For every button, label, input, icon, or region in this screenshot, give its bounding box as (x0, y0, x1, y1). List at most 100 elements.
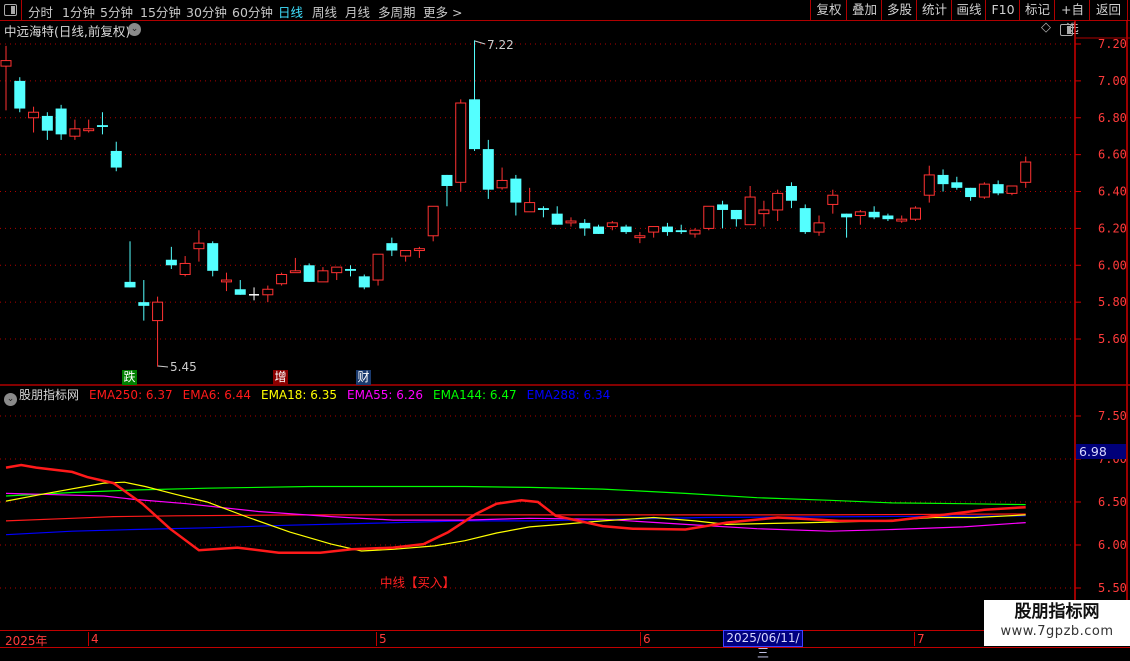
candle-body-up (648, 226, 660, 233)
candle (965, 187, 977, 201)
candle-body-up (827, 194, 839, 205)
back-button[interactable]: 返回 (1089, 0, 1128, 20)
indicator-tick-label: 7.50 (1098, 409, 1127, 423)
chevron-down-icon[interactable]: ⌄ (128, 23, 141, 36)
candle-body-down (234, 289, 246, 295)
candle-body-up (524, 202, 536, 213)
candle-body-up (896, 218, 908, 222)
indicator-tick-label: 6.50 (1098, 495, 1127, 509)
date-label-may: 5 (376, 632, 387, 646)
period-tab-5min[interactable]: 5分钟 (100, 5, 133, 20)
candle-body-down (661, 226, 673, 233)
period-tab-30min[interactable]: 30分钟 (186, 5, 227, 20)
period-tab-60min[interactable]: 60分钟 (232, 5, 273, 20)
candlesticks (0, 40, 1032, 367)
candle (606, 221, 618, 231)
statistics-button[interactable]: 统计 (916, 0, 952, 20)
candle (785, 182, 797, 209)
period-tab-daily[interactable]: 日线 (278, 5, 304, 20)
candle (110, 141, 122, 172)
candle-body-up (289, 270, 301, 274)
legend-ema6: EMA6: 6.44 (182, 388, 251, 402)
low-annotation: 5.45 (157, 360, 197, 374)
line-ema55 (5, 492, 1026, 532)
marker-fall[interactable]: 跌 (122, 370, 137, 385)
period-tab-15min[interactable]: 15分钟 (140, 5, 181, 20)
period-tab-1min[interactable]: 1分钟 (62, 5, 95, 20)
period-tab-more[interactable]: 更多 > (423, 5, 463, 20)
candle-body-down (620, 226, 632, 233)
period-tab-weekly[interactable]: 周线 (312, 5, 338, 20)
period-tab-multi[interactable]: 多周期 (378, 5, 416, 20)
draw-line-button[interactable]: 画线 (951, 0, 986, 20)
indicator-tick-label: 6.00 (1098, 538, 1127, 552)
period-tab-fenshi[interactable]: 分时 (28, 5, 54, 20)
price-tick-label: 6.60 (1098, 148, 1127, 162)
legend-ema288: EMA288: 6.34 (526, 388, 611, 402)
candle-body-up (703, 205, 715, 229)
candle (358, 274, 370, 290)
line-ema288 (5, 515, 1026, 536)
period-tab-monthly[interactable]: 月线 (345, 5, 371, 20)
candle-body-up (372, 253, 384, 281)
mark-button[interactable]: 标记 (1019, 0, 1055, 20)
candle-body-down (717, 204, 729, 210)
candle-body-down (358, 276, 370, 288)
diamond-icon[interactable]: ◇ (1041, 20, 1051, 35)
high-arrow (474, 40, 486, 45)
candle (772, 189, 784, 222)
price-tick-label: 5.60 (1098, 332, 1127, 346)
candle-body-up (813, 222, 825, 233)
candle (427, 205, 439, 242)
multi-stock-button[interactable]: 多股 (881, 0, 917, 20)
candle (413, 246, 425, 258)
candle (234, 280, 246, 295)
marker-finance[interactable]: 财 (356, 370, 371, 385)
panel-layout-icon[interactable] (1060, 24, 1073, 36)
candle (69, 119, 81, 140)
date-axis: 2025年 4 5 6 7 (0, 630, 1130, 648)
candle (276, 272, 288, 286)
candle (648, 226, 660, 238)
overlay-button[interactable]: 叠加 (846, 0, 882, 20)
candle (703, 205, 715, 231)
candle (827, 189, 839, 214)
candle (469, 40, 481, 151)
date-label-april: 4 (88, 632, 99, 646)
high-price-label: 7.22 (487, 38, 514, 52)
candle-body-down (675, 230, 687, 233)
layout-toggle-button[interactable] (0, 0, 22, 20)
candle (455, 99, 467, 192)
legend-ema18: EMA18: 6.35 (261, 388, 337, 402)
axis-lines (0, 20, 1130, 630)
adjust-rights-button[interactable]: 复权 (810, 0, 847, 20)
candle-body-up (400, 250, 412, 257)
candle-body-up (606, 222, 618, 228)
candle-body-down (951, 182, 963, 188)
indicator-tick-label: 5.50 (1098, 581, 1127, 595)
candle-body-down (510, 178, 522, 203)
f10-button[interactable]: F10 (985, 0, 1020, 20)
candle-body-up (69, 128, 81, 137)
chevron-down-icon[interactable]: ⌄ (4, 393, 17, 406)
watermark-title: 股朋指标网 (1014, 602, 1100, 622)
candle (510, 174, 522, 216)
candle (593, 224, 605, 234)
high-annotation: 7.22 (474, 38, 514, 52)
candle (992, 180, 1004, 196)
candle (14, 77, 26, 113)
candle (179, 256, 191, 277)
candle-body-up (276, 274, 288, 285)
candle (0, 45, 12, 111)
candle (482, 139, 494, 199)
candle-body-up (634, 235, 646, 239)
candle-body-up (193, 242, 205, 250)
candle-body-down (551, 213, 563, 225)
candle (923, 165, 935, 203)
marker-increase[interactable]: 增 (273, 370, 288, 385)
candle (813, 215, 825, 236)
candle-body-down (730, 209, 742, 220)
candle-body-down (41, 115, 53, 131)
candle-body-up (427, 205, 439, 237)
